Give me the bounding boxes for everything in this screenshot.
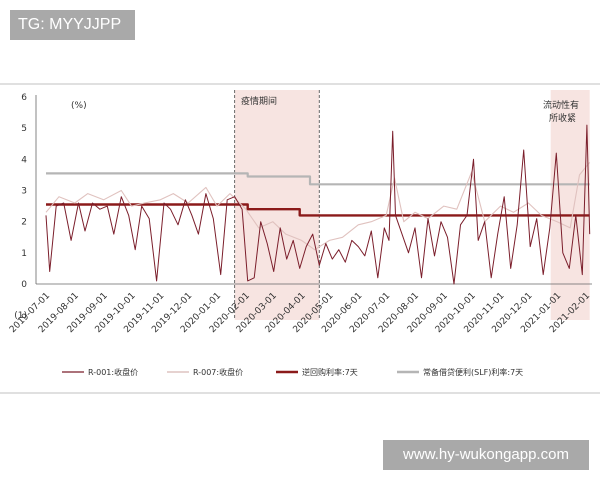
legend-label-repo: 逆回购利率:7天 <box>302 367 358 377</box>
y-tick-label: 6 <box>21 93 27 103</box>
y-tick-label: 2 <box>21 218 27 228</box>
y-tick-labels: 6 5 4 3 2 1 0 (1) <box>14 93 27 321</box>
y-tick-label: 5 <box>21 124 27 134</box>
annotation-tightening-line1: 流动性有 <box>543 99 579 111</box>
y-tick-label: 1 <box>21 249 27 259</box>
y-tick-label: 3 <box>21 187 27 197</box>
legend: R-001:收盘价 R-007:收盘价 逆回购利率:7天 常备借贷便利(SLF)… <box>62 367 523 377</box>
watermark-top: TG: MYYJJPP <box>10 10 135 40</box>
y-tick-label: 4 <box>21 155 27 165</box>
annotation-epidemic: 疫情期间 <box>241 95 277 107</box>
legend-label-r007: R-007:收盘价 <box>193 367 243 377</box>
series-slf <box>46 172 590 186</box>
legend-label-slf: 常备借贷便利(SLF)利率:7天 <box>423 367 523 377</box>
unit-label: (%) <box>71 101 87 111</box>
series-repo <box>46 203 590 217</box>
series-group <box>45 124 591 285</box>
shaded-region-tightening <box>550 90 590 320</box>
series-r001 <box>45 124 591 285</box>
y-tick-label: 0 <box>21 280 27 290</box>
y-tick-label: (1) <box>14 311 27 321</box>
annotation-tightening-line2: 所收紧 <box>549 112 576 124</box>
legend-label-r001: R-001:收盘价 <box>88 367 138 377</box>
watermark-bottom: www.hy-wukongapp.com <box>383 440 589 470</box>
